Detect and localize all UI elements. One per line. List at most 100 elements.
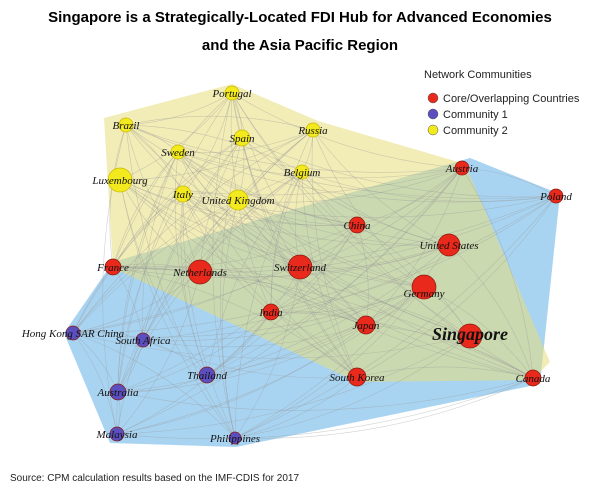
node bbox=[287, 254, 313, 280]
edge bbox=[72, 286, 425, 338]
edge bbox=[116, 167, 463, 435]
node bbox=[305, 122, 321, 138]
edge bbox=[116, 286, 425, 435]
source: Source: CPM calculation results based on… bbox=[10, 473, 299, 484]
edge bbox=[220, 137, 243, 439]
node-label: South Africa bbox=[115, 335, 171, 347]
edge bbox=[206, 167, 463, 376]
legend-label: Community 1 bbox=[443, 109, 508, 121]
edge bbox=[312, 129, 425, 288]
node bbox=[109, 383, 127, 401]
edge bbox=[117, 193, 184, 393]
edge bbox=[119, 179, 358, 226]
title-line: Singapore is a Strategically-Located FDI… bbox=[48, 9, 552, 26]
edge bbox=[234, 195, 557, 439]
edge bbox=[117, 129, 314, 393]
node-label: Russia bbox=[297, 125, 328, 137]
edge bbox=[119, 179, 208, 376]
edge bbox=[212, 92, 236, 439]
edge bbox=[234, 171, 303, 439]
edge bbox=[117, 286, 425, 393]
title-line: and the Asia Pacific Region bbox=[202, 37, 398, 54]
edge bbox=[237, 199, 450, 246]
node bbox=[135, 332, 151, 348]
edge bbox=[356, 167, 463, 226]
edge bbox=[125, 124, 303, 173]
edge bbox=[182, 193, 301, 268]
edge bbox=[182, 193, 358, 378]
edge bbox=[356, 366, 534, 379]
node-label: Luxembourg bbox=[91, 175, 148, 187]
edge bbox=[177, 151, 534, 379]
edge bbox=[112, 266, 534, 379]
edge bbox=[241, 137, 557, 198]
node-label: Hong Kong SAR China bbox=[21, 328, 125, 340]
edge bbox=[117, 199, 239, 393]
edge bbox=[199, 129, 314, 273]
edge bbox=[125, 115, 314, 131]
node bbox=[348, 216, 366, 234]
edge bbox=[112, 266, 358, 378]
edge bbox=[142, 151, 179, 341]
node bbox=[228, 431, 242, 445]
edge bbox=[206, 171, 303, 376]
node bbox=[294, 164, 310, 180]
edge bbox=[199, 137, 243, 273]
edge bbox=[112, 195, 557, 271]
edge bbox=[177, 151, 358, 378]
edge bbox=[119, 92, 233, 181]
edge bbox=[72, 332, 236, 439]
edge bbox=[234, 266, 301, 439]
edge bbox=[116, 324, 367, 435]
edge bbox=[117, 151, 179, 393]
edge bbox=[117, 224, 358, 393]
node-label: Brazil bbox=[113, 120, 140, 132]
node-label: Italy bbox=[172, 189, 193, 201]
edge bbox=[119, 179, 236, 439]
edge bbox=[112, 137, 243, 268]
legend: Core/Overlapping Countries Community 1 Com… bbox=[427, 92, 580, 137]
node bbox=[233, 129, 251, 147]
legend-label: Core/Overlapping Countries bbox=[443, 93, 580, 105]
node bbox=[454, 160, 470, 176]
node bbox=[524, 369, 542, 387]
edge bbox=[72, 332, 118, 435]
node-label: Australia bbox=[97, 387, 139, 399]
edge bbox=[206, 286, 425, 376]
edge bbox=[112, 92, 233, 268]
node-label: Austria bbox=[445, 163, 479, 175]
edge bbox=[448, 244, 534, 379]
edge bbox=[72, 332, 471, 359]
node bbox=[227, 189, 249, 211]
node-label: Sweden bbox=[161, 147, 195, 159]
edge bbox=[112, 244, 450, 278]
edge bbox=[182, 193, 358, 226]
edge bbox=[231, 92, 425, 288]
edge bbox=[270, 171, 303, 313]
edge bbox=[177, 151, 301, 268]
nodes: Austria Poland China United States France Net… bbox=[21, 85, 572, 445]
edge bbox=[116, 271, 201, 435]
edge bbox=[312, 129, 450, 246]
edge bbox=[180, 193, 208, 376]
edge bbox=[199, 244, 450, 277]
edge bbox=[119, 179, 367, 326]
edge bbox=[237, 199, 471, 337]
edge bbox=[206, 224, 358, 376]
edge bbox=[301, 171, 534, 379]
edge bbox=[177, 129, 314, 154]
node-label: United States bbox=[420, 240, 479, 252]
edge bbox=[72, 137, 243, 334]
edge bbox=[237, 199, 358, 226]
edge bbox=[125, 92, 233, 126]
node-label: China bbox=[344, 220, 371, 232]
edge bbox=[142, 171, 303, 341]
edge bbox=[234, 377, 534, 439]
edge bbox=[365, 167, 463, 326]
node bbox=[107, 167, 133, 193]
edge bbox=[112, 224, 358, 269]
edge bbox=[231, 92, 367, 326]
edge bbox=[301, 171, 557, 202]
node bbox=[457, 323, 483, 349]
edge bbox=[112, 265, 471, 337]
